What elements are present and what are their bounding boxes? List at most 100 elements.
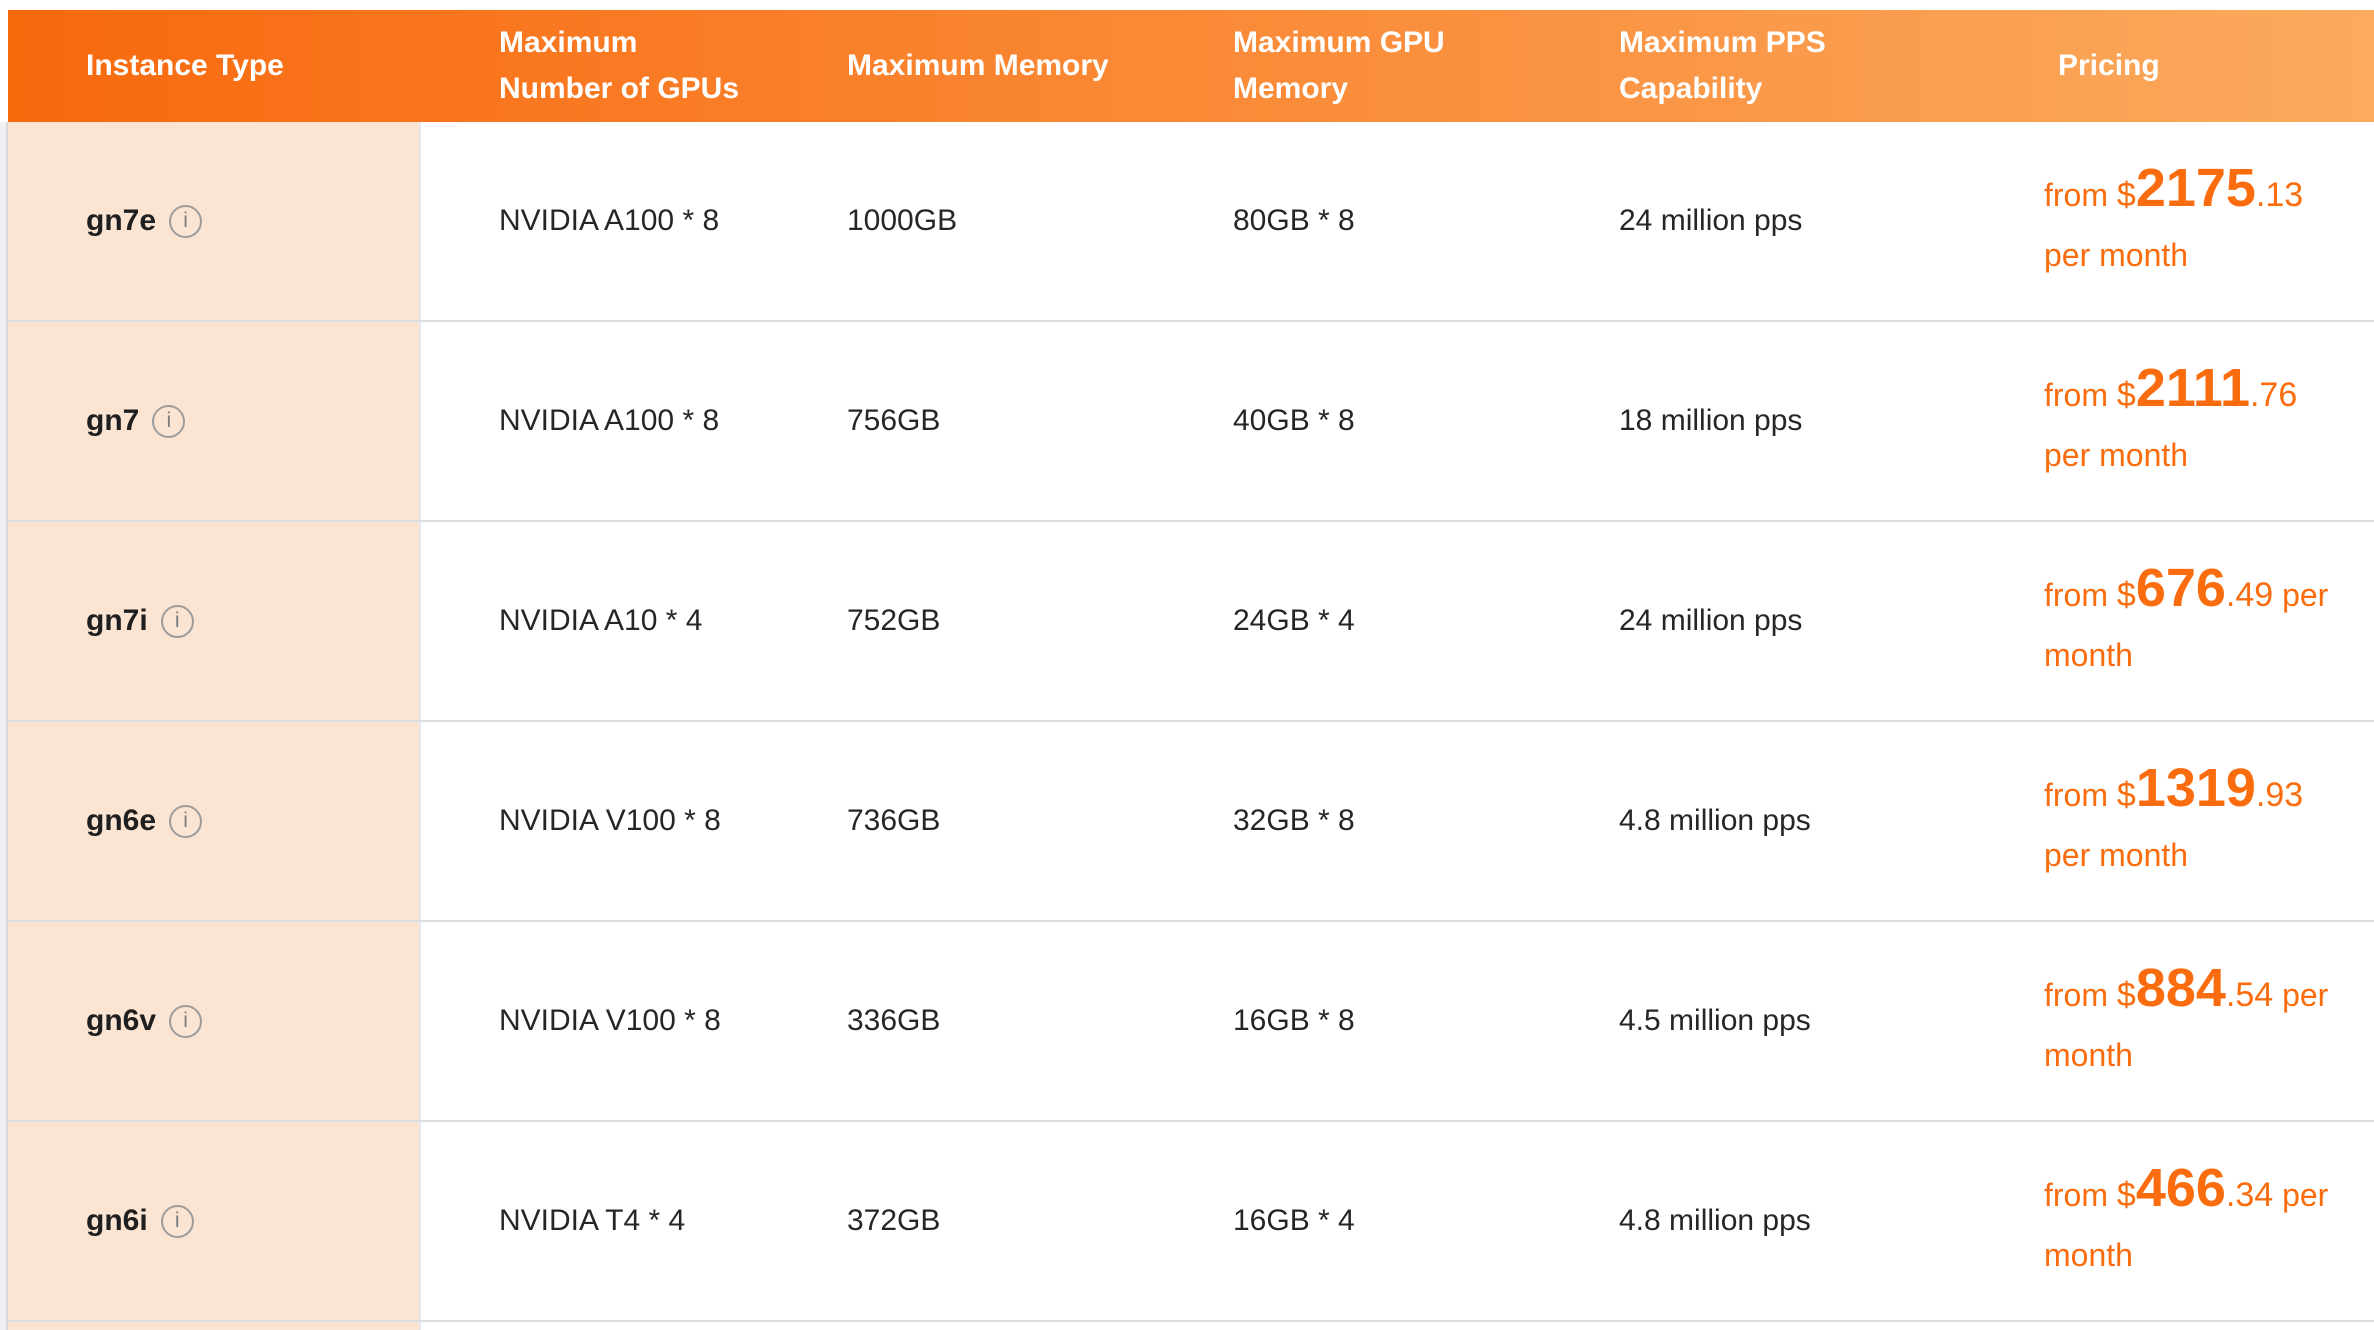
instance-type-label: gn6v <box>86 1004 157 1037</box>
header-line: Maximum GPU <box>1233 26 1445 59</box>
max-gpus-cell: NVIDIA T4 * 4 <box>499 1204 686 1237</box>
header-line: Number of GPUs <box>499 72 740 105</box>
price-text: from $1319.93 per month <box>2044 758 2342 885</box>
max-pps-cell: 4.5 million pps <box>1619 1004 1811 1037</box>
price-period: per month <box>2044 576 2329 673</box>
price-period: per month <box>2044 236 2189 273</box>
instance-type-cell: gn6i i <box>8 1122 421 1320</box>
info-icon[interactable]: i <box>160 604 194 638</box>
max-memory-cell: 756GB <box>847 404 941 437</box>
partial-instance-type-cell <box>8 1322 421 1330</box>
left-scroll-gutter <box>0 122 8 1330</box>
column-header-pricing: Pricing <box>1980 10 2374 122</box>
partial-next-row <box>8 1322 2374 1330</box>
price-currency: $ <box>2116 175 2136 214</box>
price-from-label: from <box>2044 1176 2117 1213</box>
header-line: Maximum Memory <box>847 49 1109 82</box>
header-line: Capability <box>1619 72 1763 105</box>
column-header-max-gpu-memory: Maximum GPU Memory <box>1155 10 1541 122</box>
pricing-cell: from $466.34 per month <box>1980 1122 2374 1320</box>
price-cents: .13 <box>2255 175 2304 214</box>
max-gpu-memory-cell: 16GB * 8 <box>1233 1004 1355 1037</box>
table-header-row: Instance Type Maximum Number of GPUs Maxi… <box>8 10 2374 122</box>
price-text: from $466.34 per month <box>2044 1158 2342 1285</box>
max-gpus-cell: NVIDIA V100 * 8 <box>499 804 721 837</box>
table-row-gn7e: gn7e i NVIDIA A100 * 8 1000GB 80GB * 8 24… <box>8 122 2374 322</box>
price-period: per month <box>2044 1176 2329 1273</box>
max-pps-cell: 4.8 million pps <box>1619 804 1811 837</box>
pricing-cell: from $2175.13 per month <box>1980 122 2374 320</box>
max-pps-cell: 24 million pps <box>1619 204 1803 237</box>
column-header-max-gpus: Maximum Number of GPUs <box>421 10 769 122</box>
max-pps-cell: 4.8 million pps <box>1619 1204 1811 1237</box>
price-cents: .54 <box>2225 975 2274 1014</box>
table-row-gn7i: gn7i i NVIDIA A10 * 4 752GB 24GB * 4 24 m… <box>8 522 2374 722</box>
price-currency: $ <box>2116 575 2136 614</box>
column-header-max-memory: Maximum Memory <box>769 10 1155 122</box>
table-row-gn6e: gn6e i NVIDIA V100 * 8 736GB 32GB * 8 4.8… <box>8 722 2374 922</box>
price-amount: 2175 <box>2135 157 2256 218</box>
price-cents: .93 <box>2255 775 2304 814</box>
column-header-instance-type: Instance Type <box>8 10 421 122</box>
price-from-label: from <box>2044 576 2117 613</box>
price-amount: 884 <box>2135 957 2226 1018</box>
max-gpu-memory-cell: 40GB * 8 <box>1233 404 1355 437</box>
instance-type-label: gn7 <box>86 404 140 437</box>
instance-type-cell: gn6v i <box>8 922 421 1120</box>
info-icon[interactable]: i <box>160 1204 194 1238</box>
max-gpus-cell: NVIDIA V100 * 8 <box>499 1004 721 1037</box>
max-gpus-cell: NVIDIA A100 * 8 <box>499 204 720 237</box>
price-amount: 676 <box>2135 557 2226 618</box>
partial-body-cell <box>421 1322 2374 1330</box>
max-gpus-cell: NVIDIA A100 * 8 <box>499 404 720 437</box>
max-gpu-memory-cell: 24GB * 4 <box>1233 604 1355 637</box>
price-from-label: from <box>2044 376 2117 413</box>
instance-pricing-table: Instance Type Maximum Number of GPUs Maxi… <box>8 10 2374 1330</box>
price-text: from $676.49 per month <box>2044 558 2342 685</box>
instance-type-cell: gn7 i <box>8 322 421 520</box>
max-memory-cell: 372GB <box>847 1204 941 1237</box>
header-line: Maximum <box>499 26 638 59</box>
info-icon[interactable]: i <box>169 1004 203 1038</box>
max-pps-cell: 18 million pps <box>1619 404 1803 437</box>
info-icon[interactable]: i <box>169 204 203 238</box>
instance-type-cell: gn7e i <box>8 122 421 320</box>
header-line: Pricing <box>2058 49 2160 82</box>
table-row-gn7: gn7 i NVIDIA A100 * 8 756GB 40GB * 8 18 m… <box>8 322 2374 522</box>
column-header-max-pps: Maximum PPS Capability <box>1541 10 1980 122</box>
max-gpu-memory-cell: 16GB * 4 <box>1233 1204 1355 1237</box>
instance-type-cell: gn7i i <box>8 522 421 720</box>
price-period: per month <box>2044 976 2329 1073</box>
price-cents: .76 <box>2249 375 2298 414</box>
max-memory-cell: 736GB <box>847 804 941 837</box>
price-text: from $884.54 per month <box>2044 958 2342 1085</box>
price-amount: 1319 <box>2135 757 2256 818</box>
max-gpu-memory-cell: 80GB * 8 <box>1233 204 1355 237</box>
info-icon[interactable]: i <box>169 804 203 838</box>
header-line: Instance Type <box>86 49 284 82</box>
instance-type-label: gn7i <box>86 604 148 637</box>
max-pps-cell: 24 million pps <box>1619 604 1803 637</box>
price-period: per month <box>2044 436 2189 473</box>
pricing-cell: from $676.49 per month <box>1980 522 2374 720</box>
price-amount: 466 <box>2135 1157 2226 1218</box>
price-from-label: from <box>2044 176 2117 213</box>
price-currency: $ <box>2116 775 2136 814</box>
pricing-cell: from $884.54 per month <box>1980 922 2374 1120</box>
price-currency: $ <box>2116 1175 2136 1214</box>
pricing-cell: from $2111.76 per month <box>1980 322 2374 520</box>
price-period: per month <box>2044 836 2189 873</box>
info-icon[interactable]: i <box>152 404 186 438</box>
header-line: Memory <box>1233 72 1349 105</box>
instance-type-label: gn6i <box>86 1204 148 1237</box>
price-currency: $ <box>2116 975 2136 1014</box>
max-gpus-cell: NVIDIA A10 * 4 <box>499 604 703 637</box>
table-row-gn6i: gn6i i NVIDIA T4 * 4 372GB 16GB * 4 4.8 m… <box>8 1122 2374 1322</box>
price-cents: .34 <box>2225 1175 2274 1214</box>
instance-type-label: gn6e <box>86 804 157 837</box>
price-amount: 2111 <box>2135 357 2250 418</box>
price-text: from $2175.13 per month <box>2044 158 2342 285</box>
price-from-label: from <box>2044 776 2117 813</box>
max-memory-cell: 336GB <box>847 1004 941 1037</box>
